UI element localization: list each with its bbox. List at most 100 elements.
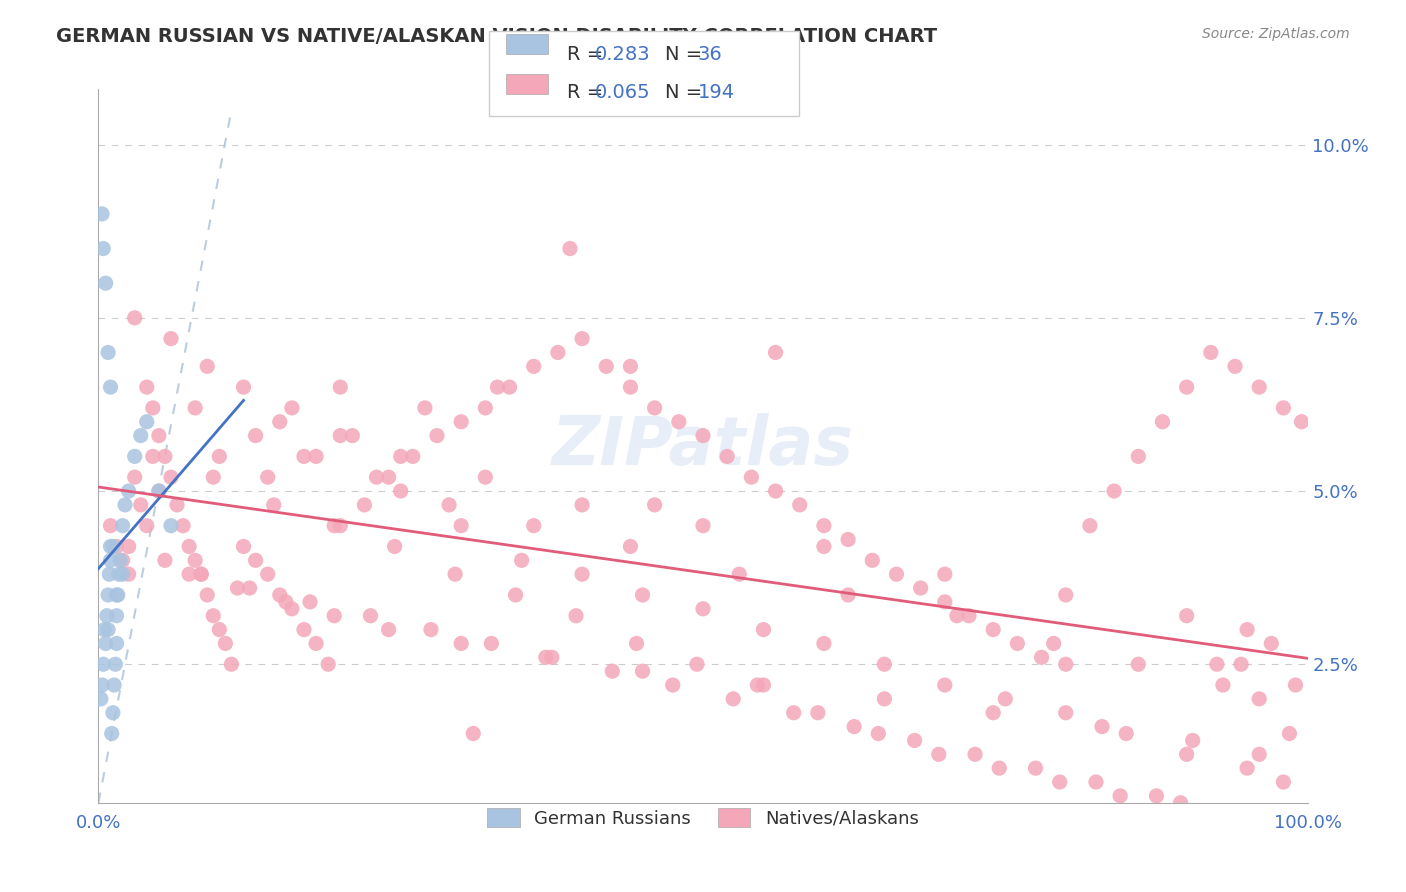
Point <box>873 657 896 672</box>
Point <box>91 242 114 256</box>
Point <box>1146 789 1168 803</box>
Point <box>1128 657 1150 672</box>
Point <box>98 567 121 582</box>
Point <box>153 450 176 464</box>
Point <box>111 518 134 533</box>
Point <box>444 567 467 582</box>
Point <box>661 678 683 692</box>
Point <box>124 470 146 484</box>
Text: N =: N = <box>665 83 709 102</box>
Point <box>571 498 593 512</box>
Point <box>274 595 297 609</box>
Point <box>208 450 231 464</box>
Point <box>426 428 449 442</box>
Point <box>631 588 654 602</box>
Point <box>100 540 122 554</box>
Point <box>1054 588 1077 602</box>
Point <box>1291 415 1313 429</box>
Point <box>1236 761 1258 775</box>
Point <box>96 608 118 623</box>
Point <box>534 650 557 665</box>
Point <box>184 401 207 415</box>
Point <box>619 540 641 554</box>
Point <box>377 470 399 484</box>
Point <box>837 588 859 602</box>
Point <box>105 540 128 554</box>
Point <box>510 553 533 567</box>
Point <box>305 636 328 650</box>
Point <box>1078 518 1101 533</box>
Text: 194: 194 <box>697 83 734 102</box>
Point <box>256 567 278 582</box>
Point <box>965 747 987 762</box>
Point <box>305 450 328 464</box>
Point <box>118 540 141 554</box>
Text: 36: 36 <box>697 45 723 64</box>
Point <box>118 567 141 582</box>
Point <box>1085 775 1108 789</box>
Point <box>765 345 787 359</box>
Point <box>437 498 460 512</box>
Point <box>129 428 152 442</box>
Point <box>498 380 520 394</box>
Point <box>329 518 352 533</box>
Point <box>1181 733 1204 747</box>
Point <box>837 533 859 547</box>
Point <box>450 415 472 429</box>
Point <box>299 595 322 609</box>
Point <box>1054 706 1077 720</box>
Point <box>190 567 212 582</box>
Point <box>172 518 194 533</box>
Point <box>813 518 835 533</box>
Point <box>686 657 709 672</box>
Point <box>668 415 690 429</box>
Point <box>873 691 896 706</box>
Point <box>292 623 315 637</box>
Point <box>1152 415 1174 429</box>
Point <box>547 345 569 359</box>
Text: ZIPatlas: ZIPatlas <box>553 413 853 479</box>
Point <box>602 664 624 678</box>
Point <box>571 567 593 582</box>
Point <box>619 359 641 374</box>
Point <box>765 483 787 498</box>
Point <box>1031 650 1053 665</box>
Point <box>619 380 641 394</box>
Point <box>323 518 346 533</box>
Point <box>728 567 751 582</box>
Point <box>1206 657 1229 672</box>
Point <box>565 608 588 623</box>
Point <box>740 470 762 484</box>
Point <box>226 581 249 595</box>
Point <box>1109 789 1132 803</box>
Point <box>256 470 278 484</box>
Point <box>752 623 775 637</box>
Point <box>1175 608 1198 623</box>
Point <box>463 726 485 740</box>
Point <box>402 450 425 464</box>
Point <box>360 608 382 623</box>
Point <box>263 498 285 512</box>
Point <box>692 428 714 442</box>
Point <box>160 332 183 346</box>
Point <box>928 747 950 762</box>
Point <box>245 553 267 567</box>
Point <box>105 588 128 602</box>
Text: R =: R = <box>567 83 609 102</box>
Point <box>886 567 908 582</box>
Point <box>389 450 412 464</box>
Point <box>97 623 120 637</box>
Point <box>505 588 527 602</box>
Point <box>747 678 769 692</box>
Point <box>179 567 201 582</box>
Point <box>111 553 134 567</box>
Point <box>232 540 254 554</box>
Point <box>91 678 114 692</box>
Point <box>148 428 170 442</box>
Point <box>644 498 666 512</box>
Point <box>1128 450 1150 464</box>
Point <box>981 623 1004 637</box>
Point <box>239 581 262 595</box>
Point <box>723 691 745 706</box>
Point <box>752 678 775 692</box>
